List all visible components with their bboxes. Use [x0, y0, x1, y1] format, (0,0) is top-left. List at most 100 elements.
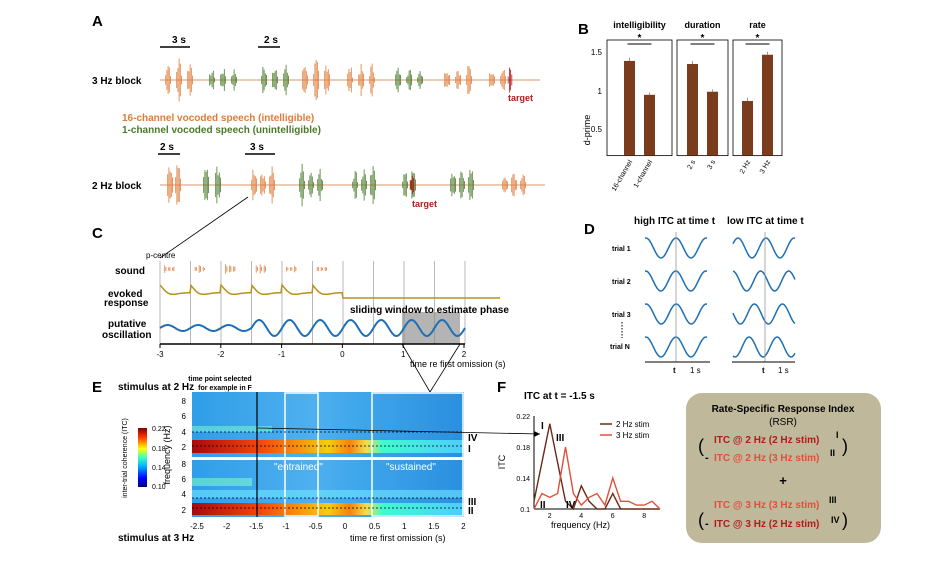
- c-x-ticks: -3 -2 -1 0 1 2: [156, 344, 467, 359]
- a-row1-target-burst: [507, 67, 513, 93]
- c-to-e-line-2: [429, 343, 461, 393]
- e-roman-iv: IV: [468, 433, 478, 444]
- c-response-label: response: [104, 298, 149, 309]
- a-row2-g3-burst-0: [251, 169, 257, 201]
- a-row2-g6-burst-0: [402, 173, 408, 197]
- c-sound-burst-1-2: [202, 266, 205, 272]
- rsr-roman-ii: II: [830, 448, 835, 458]
- e-xtick-9: 2: [461, 522, 466, 531]
- c-sound-burst-4-1: [290, 267, 293, 271]
- f-series-line-0: [533, 423, 660, 511]
- b-bar-1-1: [707, 91, 718, 156]
- e-bottom-title: stimulus at 3 Hz: [118, 533, 194, 544]
- f-roman-iii: III: [556, 433, 565, 444]
- a-row2-g2-burst-1: [215, 166, 221, 204]
- b-bar-2-1: [762, 54, 773, 156]
- rsr-paren-open-1: (: [698, 436, 704, 456]
- panel-e-letter: E: [92, 379, 102, 396]
- f-legend-2hz: 2 Hz stim: [616, 420, 650, 429]
- f-xtick-2: 6: [611, 513, 615, 520]
- d-low-1s-label: 1 s: [778, 366, 789, 375]
- rsr-subtitle: (RSR): [769, 417, 797, 428]
- c-sound-burst-0-0: [164, 265, 167, 273]
- c-evoked-label: evoked: [108, 289, 142, 300]
- b-ytick-1.5: 1.5: [591, 48, 603, 57]
- e-heatmap-top: [192, 392, 464, 457]
- rsr-line4: ITC @ 3 Hz (2 Hz stim): [714, 519, 819, 530]
- a-row1-g2-burst-1: [220, 69, 226, 91]
- e-to-f-arrow: [257, 427, 541, 435]
- a-row1-g1-burst-2: [187, 64, 193, 96]
- a-row2-g7-burst-0: [450, 173, 456, 197]
- e-ytick-top-8: 8: [182, 397, 187, 406]
- b-xtick-0-1: 1-channel: [633, 159, 655, 190]
- e-entrained-label: "entrained": [274, 462, 323, 473]
- f-xtick-0: 2: [548, 513, 552, 520]
- b-group-title-1: duration: [685, 20, 721, 30]
- e-xtick-2: -1.5: [249, 522, 263, 531]
- c-xtick-5: 2: [462, 350, 467, 359]
- c-sound-burst-0-2: [172, 266, 175, 272]
- f-ytick-2: 0.14: [516, 476, 530, 483]
- c-xtick-1: -2: [217, 350, 225, 359]
- f-ylabel: ITC: [497, 454, 507, 469]
- a-to-c-zoom-line: [159, 196, 249, 259]
- d-low-t-label: t: [762, 366, 765, 375]
- c-sound-burst-2-2: [233, 266, 236, 272]
- a-row1-g6-burst-0: [395, 67, 401, 93]
- e-to-f-arrowhead: [534, 431, 540, 437]
- b-bar-2-0: [742, 100, 753, 156]
- a-row1-g4-burst-1: [313, 59, 319, 101]
- e-xtick-7: 1: [402, 522, 407, 531]
- a-row1-g8-burst-1: [500, 70, 506, 90]
- a-row1-g3-burst-1: [272, 70, 278, 90]
- e-cbar-tick-0.22: 0.22: [152, 426, 166, 433]
- rsr-minus-2: -: [705, 518, 709, 530]
- f-xtick-1: 4: [579, 513, 583, 520]
- rsr-paren-open-2: (: [698, 510, 704, 530]
- rsr-line1: ITC @ 2 Hz (2 Hz stim): [714, 435, 819, 446]
- a-row1-g6-burst-2: [417, 71, 423, 89]
- a-row2-g4-burst-0: [299, 163, 305, 207]
- e-ytick-bottom-2: 2: [182, 506, 187, 515]
- b-bar-0-1: [644, 94, 655, 156]
- d-low-title: low ITC at time t: [727, 216, 804, 227]
- a-block1-label: 3 Hz block: [92, 76, 142, 87]
- b-axes-box-1: [676, 39, 729, 157]
- a-row1-g7-burst-1: [455, 71, 461, 89]
- a-row1-g7-burst-2: [466, 65, 472, 95]
- a-row1-g7-burst-0: [444, 72, 450, 88]
- f-roman-iv: IV: [566, 500, 576, 511]
- b-xtick-2-1: 3 Hz: [759, 159, 773, 175]
- a-row2-g5-burst-1: [361, 169, 367, 201]
- a-row2-g4-burst-1: [308, 172, 314, 198]
- c-gridlines: [159, 261, 466, 344]
- b-ytick-1: 1: [598, 87, 603, 96]
- f-roman-i: I: [541, 421, 544, 432]
- c-xlabel: time re first omission (s): [410, 359, 506, 369]
- f-xtick-3: 8: [642, 513, 646, 520]
- d-high-1s-label: 1 s: [690, 366, 701, 375]
- f-legend-3hz: 3 Hz stim: [616, 431, 650, 440]
- panel-c-letter: C: [92, 225, 103, 242]
- b-group-title-2: rate: [749, 20, 766, 30]
- a-target-label-2: target: [412, 199, 437, 209]
- f-ytick-0: 0.22: [516, 414, 530, 421]
- a-row1-g1-burst-1: [176, 58, 182, 102]
- d-trial-2-label: trial 2: [612, 279, 631, 286]
- a-row2-g7-burst-1: [459, 171, 465, 199]
- c-sound-burst-1-0: [194, 267, 197, 271]
- b-group-title-0: intelligibility: [613, 20, 666, 30]
- rsr-line2: ITC @ 2 Hz (3 Hz stim): [714, 453, 819, 464]
- d-trial-n-label: trial N: [610, 344, 630, 351]
- panel-d-letter: D: [584, 221, 595, 238]
- e-roman-ii: II: [468, 506, 474, 517]
- b-ylabel: d-prime: [582, 115, 592, 146]
- e-cbar-label: inter-trial coherence (ITC): [122, 418, 129, 498]
- a-row2-g6-burst-1: [410, 171, 416, 199]
- d-trial-waves: [644, 237, 796, 358]
- a-scale-2s-top: 2 s: [264, 35, 278, 46]
- a-row2-g8-burst-2: [520, 174, 526, 196]
- e-ytick-top-2: 2: [182, 443, 187, 452]
- c-sound-burst-3-2: [263, 265, 266, 273]
